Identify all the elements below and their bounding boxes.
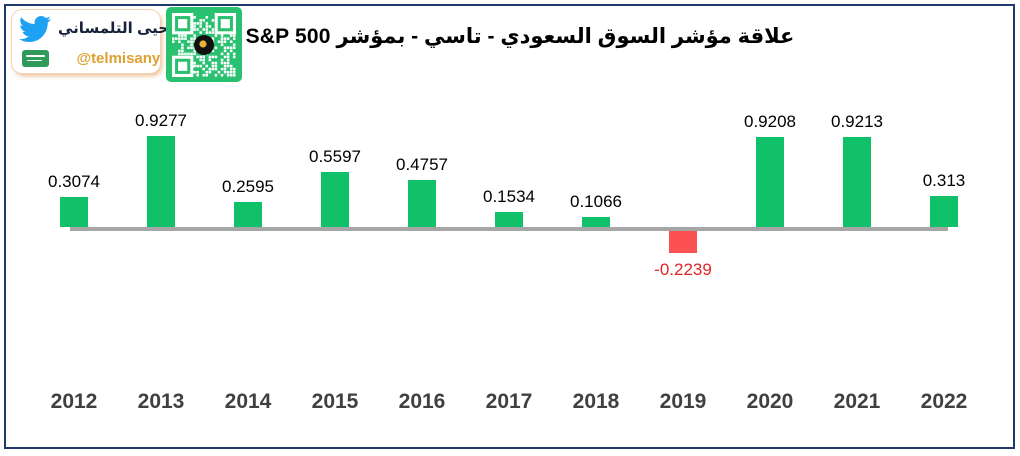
x-tick-label: 2022	[920, 390, 968, 413]
saudi-flag-icon	[21, 49, 49, 67]
chart-title: علاقة مؤشر السوق السعودي - تاسي - بمؤشر …	[245, 25, 795, 48]
x-tick-label: 2015	[311, 390, 359, 413]
x-tick-label: 2019	[659, 390, 707, 413]
bar-value-label: 0.9213	[831, 112, 883, 131]
x-tick-label: 2012	[50, 390, 98, 413]
x-tick-label: 2013	[137, 390, 185, 413]
x-tick-label: 2020	[746, 390, 794, 413]
bar-value-label: 0.5597	[309, 147, 361, 166]
bar-value-label: 0.9208	[744, 112, 796, 131]
bar-2021	[843, 137, 871, 227]
bar-2019	[669, 231, 697, 253]
x-tick-label: 2017	[485, 390, 533, 413]
bar-value-label: 0.2595	[222, 177, 274, 196]
x-axis-line	[70, 227, 948, 231]
bar-2012	[60, 197, 88, 227]
x-tick-label: 2018	[572, 390, 620, 413]
bar-2022	[930, 196, 958, 227]
bar-value-label: -0.2239	[654, 260, 712, 279]
bar-2013	[147, 136, 175, 227]
bar-value-label: 0.1066	[570, 192, 622, 211]
twitter-badge: يحيى التلمساني @telmisany	[12, 10, 175, 73]
bar-2015	[321, 172, 349, 227]
bar-value-label: 0.1534	[483, 187, 535, 206]
bar-value-label: 0.313	[922, 171, 966, 190]
x-tick-label: 2016	[398, 390, 446, 413]
bar-2020	[756, 137, 784, 227]
bar-value-label: 0.4757	[396, 155, 448, 174]
twitter-icon	[16, 11, 54, 45]
x-tick-label: 2014	[224, 390, 272, 413]
bar-2017	[495, 212, 523, 227]
badge-twitter-handle: @telmisany	[76, 49, 161, 67]
bar-value-label: 0.9277	[135, 111, 187, 130]
x-tick-label: 2021	[833, 390, 881, 413]
qr-code-icon	[166, 7, 242, 82]
bar-2018	[582, 217, 610, 227]
bar-value-label: 0.3074	[48, 172, 100, 191]
bar-2014	[234, 202, 262, 227]
bar-2016	[408, 180, 436, 227]
badge-author-name: يحيى التلمساني	[58, 20, 175, 37]
